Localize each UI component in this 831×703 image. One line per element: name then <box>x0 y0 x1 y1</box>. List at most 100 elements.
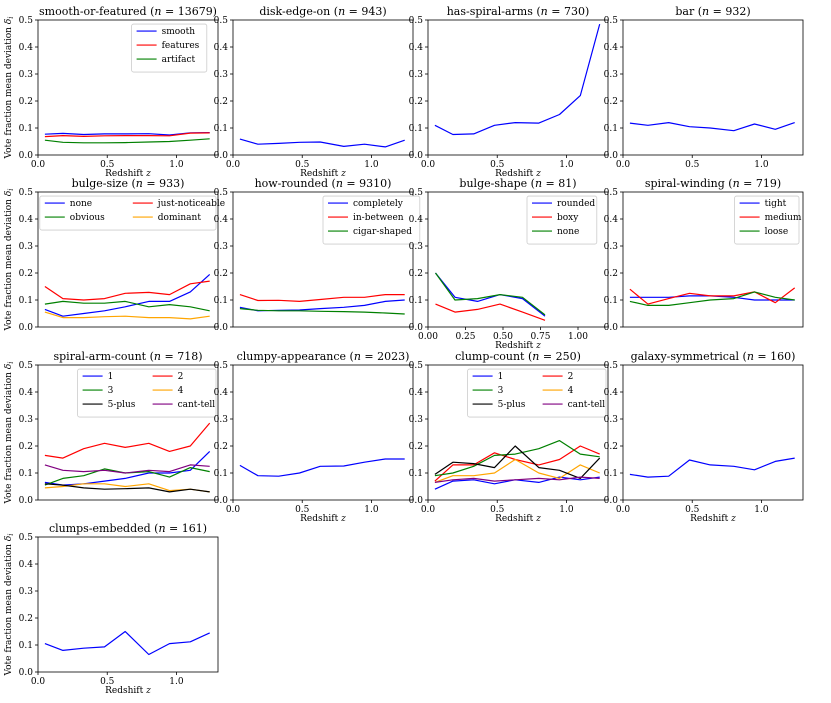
series-line-main <box>44 630 210 656</box>
series-line-boxy <box>435 303 546 321</box>
legend-label: 4 <box>568 386 574 396</box>
panel-1: disk-edge-on (n = 943) 0.0 0.1 0.2 0.3 0.4 0.5… <box>214 5 414 179</box>
y-axis-label: Vote fraction mean deviation δi <box>4 361 15 504</box>
y-tick-label: 0.3 <box>19 70 34 80</box>
y-tick-label: 0.2 <box>214 97 228 107</box>
y-tick-label: 0.0 <box>409 323 424 333</box>
series-line-features <box>44 132 210 138</box>
y-tick-label: 0.3 <box>604 415 619 425</box>
panel-title: has-spiral-arms (n = 730) <box>447 5 590 18</box>
y-tick-label: 0.2 <box>409 442 423 452</box>
panel-9: clumpy-appearance (n = 2023) 0.0 0.1 0.2 0.3… <box>214 350 414 524</box>
y-tick-label: 0.1 <box>604 469 618 479</box>
y-tick-label: 0.2 <box>409 269 423 279</box>
y-tick-label: 0.5 <box>604 188 619 198</box>
series-line-rounded <box>435 272 546 317</box>
y-tick-label: 0.5 <box>19 188 34 198</box>
y-tick-label: 0.2 <box>214 442 228 452</box>
x-axis-label: Redshift z <box>690 514 736 524</box>
y-tick-label: 0.3 <box>214 70 229 80</box>
legend-label: 3 <box>108 386 114 396</box>
legend-box <box>77 368 217 418</box>
y-tick-label: 0.5 <box>19 16 34 26</box>
legend-box <box>526 195 598 245</box>
y-tick-label: 0.5 <box>214 16 229 26</box>
x-tick-label: 0.0 <box>226 505 241 515</box>
x-axis-label: Redshift z <box>105 169 151 179</box>
legend-label: medium <box>765 213 802 223</box>
x-tick-label: 1.0 <box>169 160 184 170</box>
axes-frame <box>622 364 804 501</box>
y-tick-label: 0.1 <box>19 469 33 479</box>
y-tick-label: 0.1 <box>19 124 33 134</box>
y-tick-label: 0.0 <box>214 151 229 161</box>
x-tick-label: 1.00 <box>568 332 588 342</box>
series-line-dominant <box>44 311 210 320</box>
axes-frame <box>232 191 414 328</box>
legend-box <box>39 195 217 231</box>
axes-frame <box>37 19 219 156</box>
x-tick-label: 0.75 <box>530 332 550 342</box>
y-tick-label: 0.0 <box>214 323 229 333</box>
x-tick-label: 0.0 <box>421 505 436 515</box>
y-tick-label: 0.3 <box>604 242 619 252</box>
y-tick-label: 0.0 <box>604 323 619 333</box>
legend-label: 5-plus <box>498 400 526 410</box>
series-line-3 <box>434 440 600 477</box>
series-line-cigar-shaped <box>239 308 405 315</box>
y-tick-label: 0.0 <box>214 496 229 506</box>
x-tick-label: 0.00 <box>418 332 438 342</box>
x-tick-label: 0.0 <box>31 160 46 170</box>
legend-label: cant-tell <box>568 400 606 410</box>
y-tick-label: 0.0 <box>19 496 34 506</box>
y-tick-label: 0.1 <box>214 124 228 134</box>
y-tick-label: 0.4 <box>19 388 34 398</box>
panel-12: clumps-embedded (n = 161) 0.0 0.1 0.2 0.3 0.4… <box>4 522 219 696</box>
x-axis-label: Redshift z <box>495 169 541 179</box>
panel-title: bulge-size (n = 933) <box>72 177 185 190</box>
y-axis-label: Vote fraction mean deviation δi <box>4 16 15 159</box>
y-axis-label: Vote fraction mean deviation δi <box>4 533 15 676</box>
y-tick-label: 0.1 <box>19 641 33 651</box>
panel-title: smooth-or-featured (n = 13679) <box>39 5 217 18</box>
y-tick-label: 0.2 <box>214 269 228 279</box>
y-tick-label: 0.4 <box>409 43 424 53</box>
y-tick-label: 0.3 <box>604 70 619 80</box>
legend: rounded boxy none <box>526 195 598 245</box>
y-tick-label: 0.5 <box>19 361 34 371</box>
y-tick-label: 0.4 <box>214 388 229 398</box>
series-line-main <box>629 121 795 132</box>
series-line-main <box>239 138 405 148</box>
x-tick-label: 1.0 <box>559 505 574 515</box>
x-tick-label: 1.0 <box>559 160 574 170</box>
legend-label: none <box>557 227 579 237</box>
x-tick-label: 0.0 <box>616 505 631 515</box>
y-tick-label: 0.3 <box>214 242 229 252</box>
y-tick-label: 0.3 <box>19 242 34 252</box>
y-tick-label: 0.4 <box>409 215 424 225</box>
x-tick-label: 0.0 <box>421 160 436 170</box>
y-tick-label: 0.0 <box>604 151 619 161</box>
y-tick-label: 0.5 <box>214 188 229 198</box>
x-tick-label: 1.0 <box>364 505 379 515</box>
x-axis-label: Redshift z <box>300 169 346 179</box>
y-tick-label: 0.4 <box>19 560 34 570</box>
legend-label: none <box>70 199 92 209</box>
series-line-just-noticeable <box>44 280 210 301</box>
legend-label: 2 <box>568 372 574 382</box>
panel-title: bar (n = 932) <box>675 5 750 18</box>
y-tick-label: 0.3 <box>409 242 424 252</box>
y-tick-label: 0.3 <box>19 587 34 597</box>
y-tick-label: 0.4 <box>214 215 229 225</box>
x-tick-label: 0.5 <box>685 160 700 170</box>
legend-label: in-between <box>353 213 404 223</box>
y-tick-label: 0.1 <box>409 124 423 134</box>
y-tick-label: 0.0 <box>409 496 424 506</box>
legend-label: smooth <box>162 27 196 37</box>
y-tick-label: 0.2 <box>19 442 33 452</box>
series-line-completely <box>239 299 405 312</box>
legend-label: 5-plus <box>108 400 136 410</box>
y-tick-label: 0.5 <box>214 361 229 371</box>
y-tick-label: 0.4 <box>19 43 34 53</box>
